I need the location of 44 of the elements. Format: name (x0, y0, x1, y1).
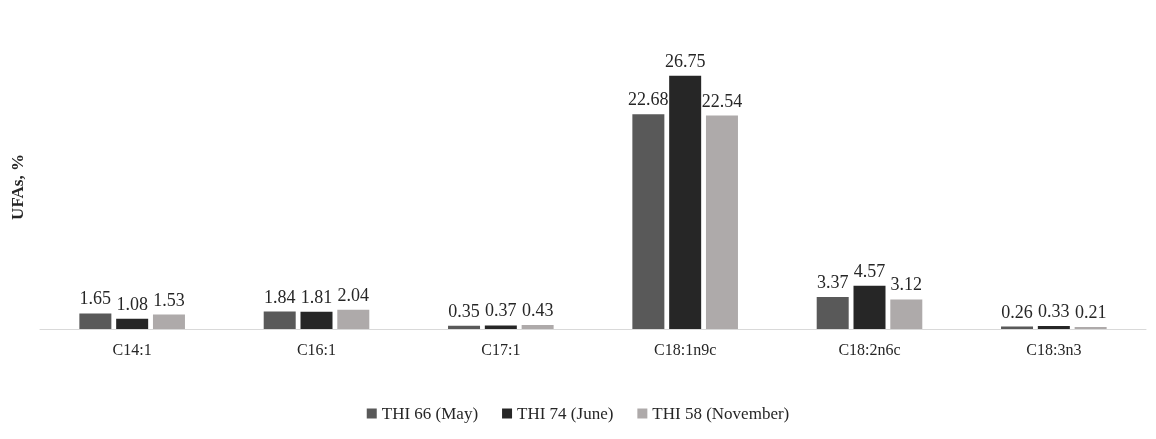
legend-label: THI 66 (May) (381, 404, 479, 423)
data-label: 3.37 (816, 272, 849, 293)
data-label: 1.84 (263, 286, 296, 307)
data-label: 26.75 (664, 50, 706, 71)
x-tick-label: C18:3n3 (1026, 340, 1082, 358)
data-label: 1.65 (79, 288, 112, 309)
x-tick-label: C17:1 (481, 340, 521, 358)
data-label: 0.35 (448, 300, 480, 321)
x-tick-label: C14:1 (112, 340, 152, 358)
bar (263, 311, 296, 329)
bar (632, 114, 665, 329)
data-label: 0.37 (485, 300, 517, 321)
data-label: 22.54 (701, 90, 743, 111)
legend-label: THI 74 (June) (517, 404, 614, 423)
data-label: 4.57 (853, 260, 886, 281)
bar (816, 297, 849, 329)
x-tick-label: C16:1 (296, 340, 337, 358)
data-label: 3.12 (890, 274, 923, 295)
bar (300, 311, 333, 329)
data-label: 0.21 (1074, 302, 1107, 323)
x-tick-label: C18:2n6c (838, 340, 901, 358)
bar (521, 324, 554, 329)
bar (152, 314, 185, 329)
bar (1037, 325, 1070, 329)
data-label: 0.26 (1001, 301, 1033, 322)
bar (484, 325, 517, 329)
bar (79, 313, 112, 329)
bar (448, 325, 481, 329)
legend-label: THI 58 (November) (652, 404, 790, 423)
data-label: 22.68 (628, 89, 669, 110)
bar (669, 75, 702, 329)
bar (337, 309, 370, 329)
data-label: 0.33 (1038, 300, 1070, 321)
bar (116, 318, 149, 329)
bar (853, 285, 886, 329)
bar (890, 299, 923, 329)
bar (705, 115, 738, 329)
data-label: 1.81 (300, 286, 333, 307)
data-label: 1.08 (116, 293, 148, 314)
data-label: 0.43 (521, 299, 554, 320)
data-label: 1.53 (153, 289, 185, 310)
data-label: 2.04 (337, 284, 370, 305)
x-tick-label: C18:1n9c (654, 340, 717, 358)
y-axis-title: UFAs, % (8, 154, 27, 220)
